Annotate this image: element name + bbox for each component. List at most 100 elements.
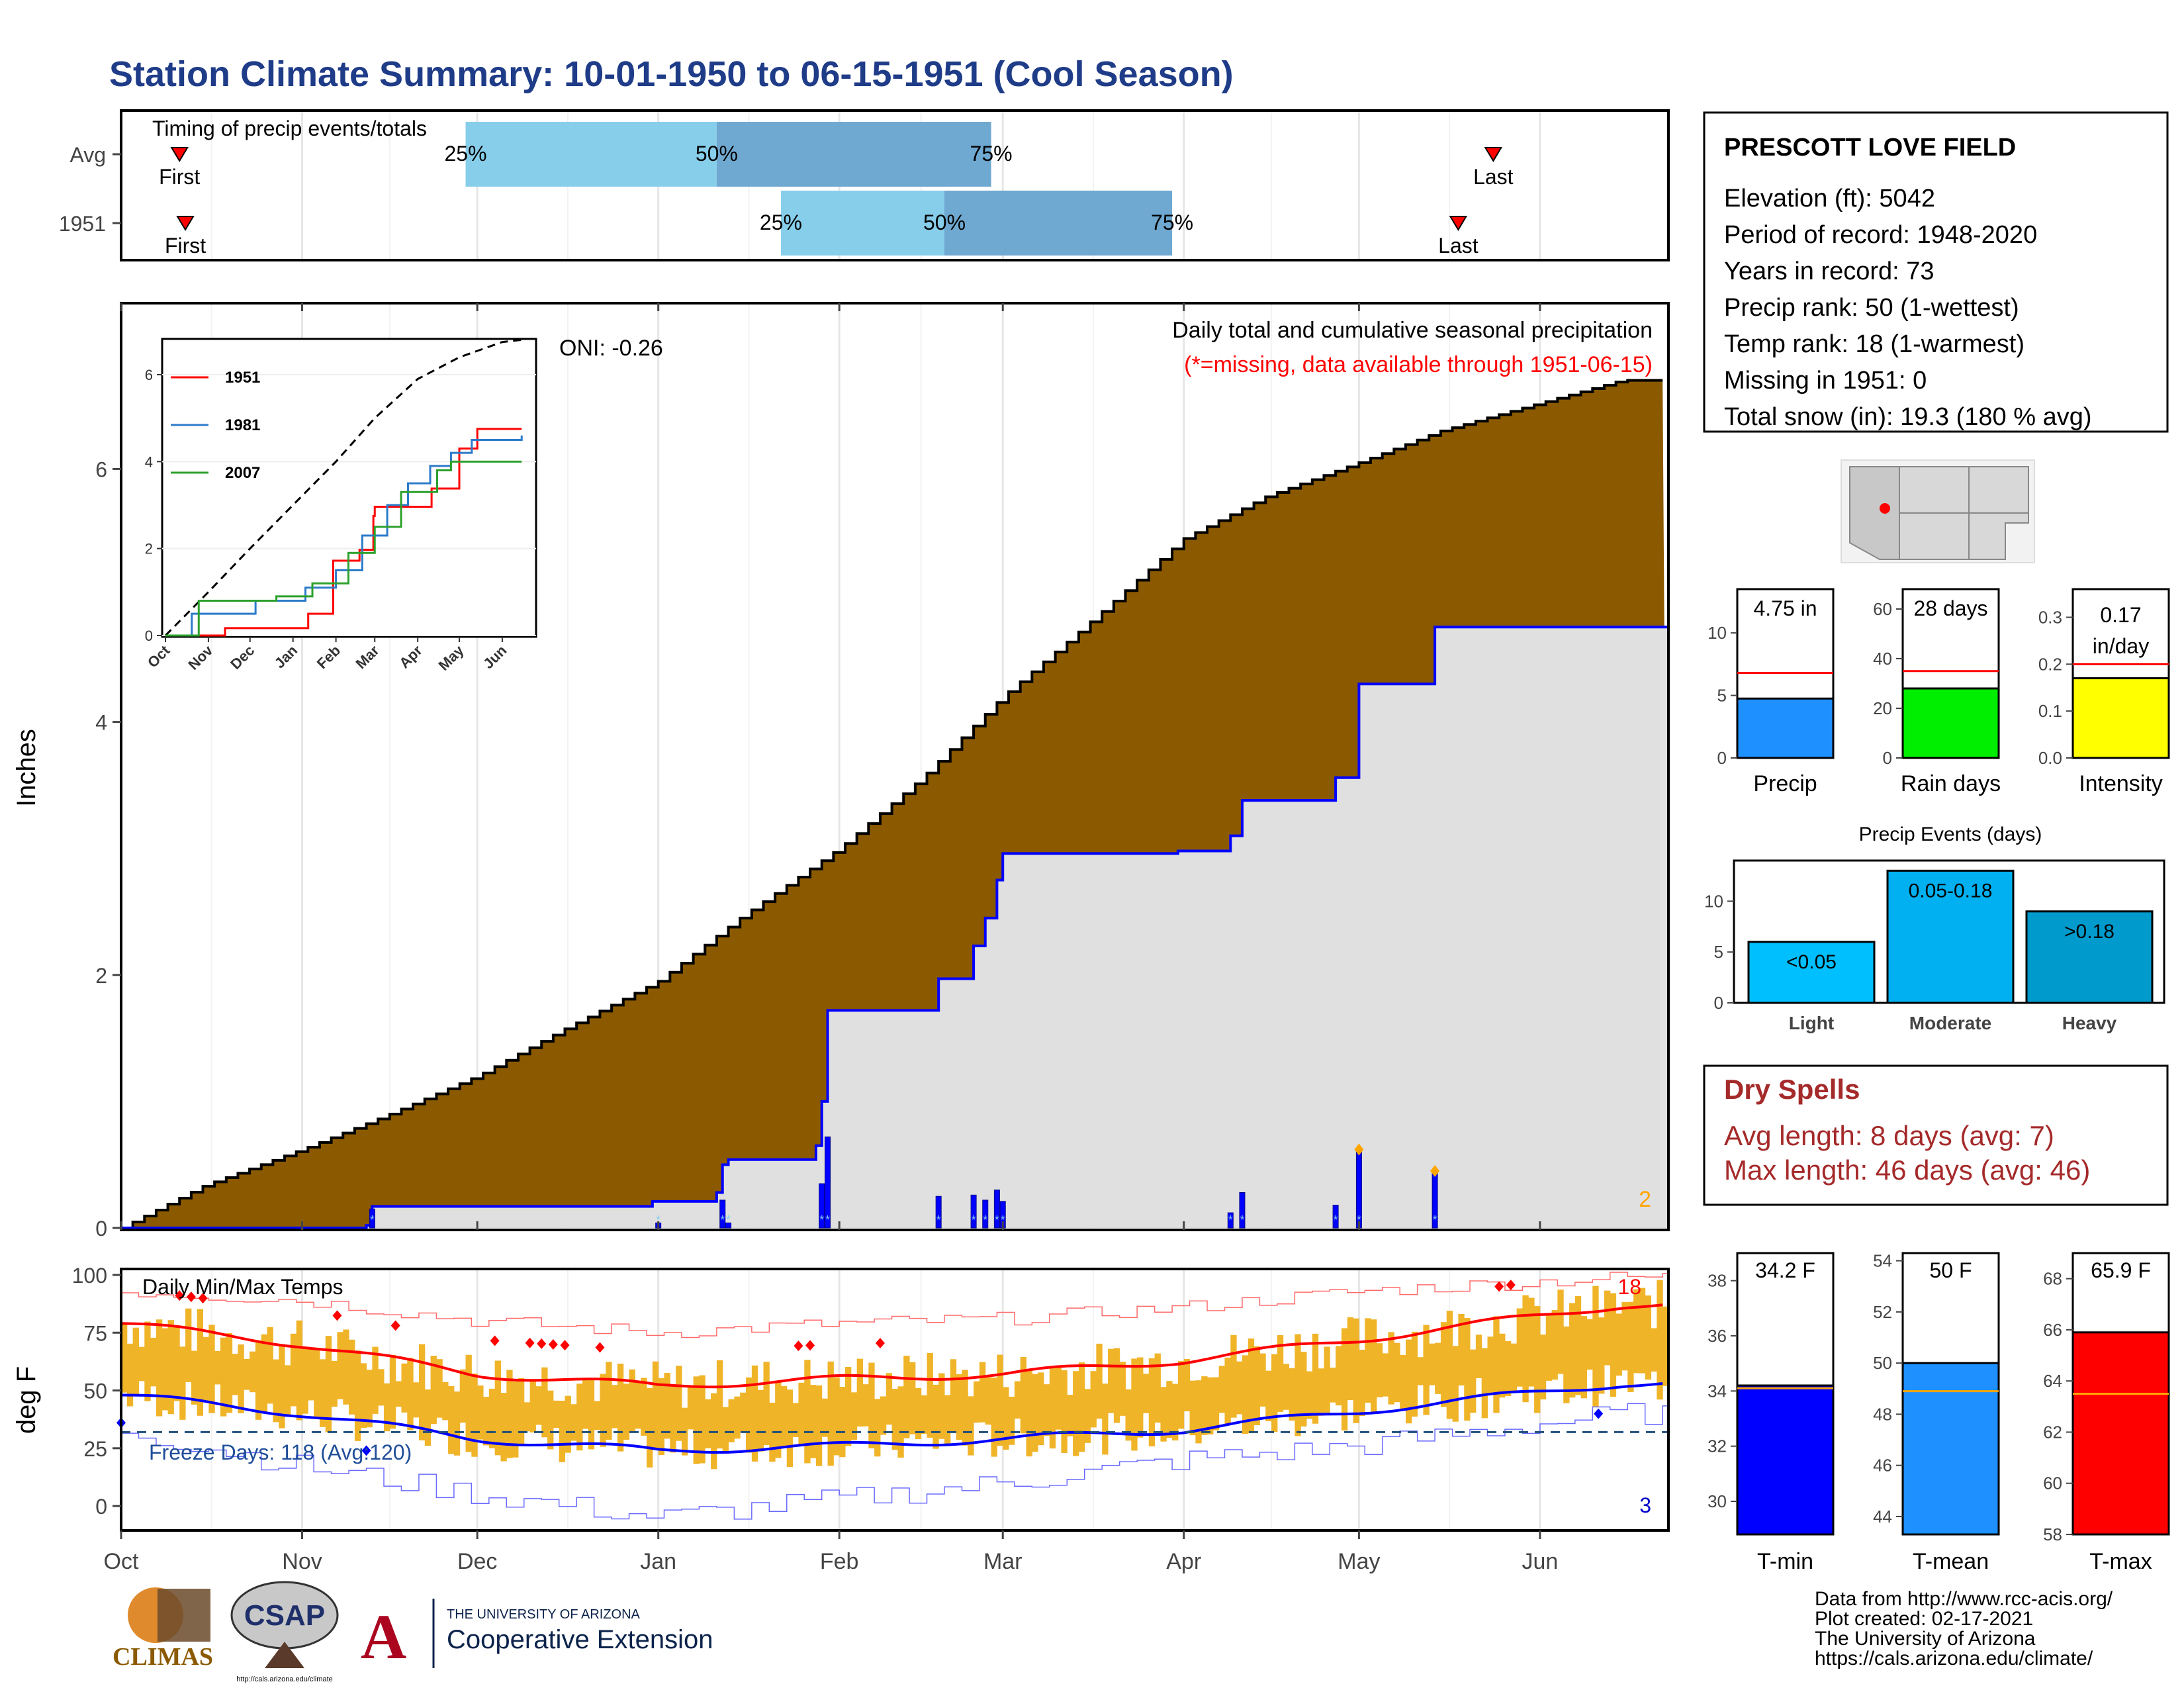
event-bar-name: Heavy <box>2062 1013 2117 1033</box>
daily-temp-bar <box>173 1326 180 1401</box>
daily-precip-star: * <box>370 1213 375 1227</box>
station-line: Temp rank: 18 (1-warmest) <box>1724 330 2025 358</box>
daily-temp-bar <box>144 1321 151 1401</box>
daily-temp-bar <box>600 1374 606 1447</box>
daily-temp-bar <box>850 1392 858 1440</box>
daily-temp-bar <box>1259 1353 1266 1407</box>
summary-bar-tick-label: 60 <box>1873 599 1892 619</box>
daily-temp-bar <box>699 1375 705 1464</box>
ua-extension-text: Cooperative Extension <box>447 1625 713 1654</box>
inset-y-tick-label: 2 <box>145 541 153 557</box>
daily-temp-bar <box>535 1386 542 1425</box>
daily-temp-bar <box>1423 1325 1430 1415</box>
daily-temp-bar <box>1651 1328 1657 1372</box>
daily-temp-bar <box>1119 1362 1126 1416</box>
daily-temp-bar <box>1160 1387 1167 1442</box>
daily-temp-bar <box>670 1385 676 1453</box>
timing-frame <box>120 109 1670 261</box>
temp-y-label: deg F <box>12 1366 41 1434</box>
daily-temp-bar <box>1615 1313 1622 1376</box>
daily-temp-bar <box>518 1378 525 1446</box>
precip-missing-note: (*=missing, data available through 1951-… <box>1184 352 1653 377</box>
daily-temp-bar <box>909 1362 916 1434</box>
daily-temp-bar <box>477 1385 484 1440</box>
first-event-label: First <box>165 234 206 258</box>
climas-emblem-square <box>158 1589 210 1642</box>
events-tick-label: 10 <box>1704 891 1723 911</box>
temp-bar-value: 34.2 F <box>1755 1258 1815 1282</box>
daily-temp-bar <box>903 1356 910 1438</box>
daily-precip-star: * <box>1240 1213 1244 1227</box>
daily-temp-bar <box>138 1346 145 1382</box>
temp-y-tick-label: 0 <box>95 1495 107 1519</box>
daily-temp-bar <box>985 1377 992 1425</box>
summary-bar <box>1736 697 1835 759</box>
daily-temp-bar <box>1359 1349 1365 1417</box>
daily-precip-bar <box>719 1199 726 1229</box>
daily-precip-star: * <box>1001 1213 1005 1227</box>
daily-temp-bar <box>325 1336 332 1432</box>
temp-y-tick-label: 75 <box>83 1321 107 1345</box>
daily-temp-bar <box>1446 1311 1453 1419</box>
station-line: Elevation (ft): 5042 <box>1724 185 1935 212</box>
inset-series-line <box>165 428 522 637</box>
daily-temp-bar <box>845 1366 852 1446</box>
daily-temp-bar <box>285 1365 291 1416</box>
daily-temp-bar <box>1504 1340 1512 1397</box>
daily-temp-bar <box>664 1372 670 1439</box>
last-event-marker <box>1484 147 1503 162</box>
daily-temp-bar <box>1201 1376 1208 1435</box>
daily-temp-bar <box>453 1391 461 1456</box>
daily-temp-bar <box>862 1384 869 1427</box>
daily-temp-bar <box>827 1361 834 1466</box>
daily-temp-bar <box>927 1352 933 1438</box>
daily-temp-bar <box>915 1388 922 1440</box>
daily-temp-bar <box>494 1360 501 1456</box>
timing-rows: Avg 25% 50% 75% First Last 1951 25% 50% 75% First L… <box>59 122 1514 258</box>
daily-temp-bar <box>541 1367 548 1438</box>
record-low-marker <box>361 1445 371 1456</box>
inset-average-line <box>164 338 522 637</box>
daily-temp-bar <box>1394 1342 1400 1403</box>
daily-temp-bar <box>1522 1295 1529 1403</box>
daily-temp-bar <box>740 1392 747 1432</box>
temp-bar-tick-label: 54 <box>1873 1251 1892 1271</box>
temp-bar-tick-label: 30 <box>1707 1491 1727 1511</box>
inset-y-tick-label: 0 <box>145 628 153 644</box>
daily-temp-bar <box>197 1309 204 1416</box>
daily-temp-bar <box>1295 1334 1301 1436</box>
daily-temp-bar <box>1365 1318 1371 1403</box>
daily-temp-bar <box>424 1389 432 1446</box>
daily-temp-bar <box>1218 1366 1225 1413</box>
daily-temp-bar <box>1499 1333 1506 1398</box>
daily-precip-star: * <box>936 1213 941 1227</box>
month-tick-label: Oct <box>104 1549 139 1574</box>
daily-temp-bar <box>1026 1370 1032 1457</box>
record-high-marker <box>537 1338 547 1349</box>
summary-bar-tick-label: 20 <box>1873 698 1892 718</box>
daily-temp-bar <box>570 1404 577 1441</box>
station-frame <box>1703 111 2169 433</box>
daily-temp-bar <box>962 1370 968 1446</box>
daily-temp-bar <box>1545 1315 1553 1381</box>
daily-temp-bar <box>1195 1380 1202 1444</box>
daily-precip-bar <box>819 1183 825 1229</box>
daily-precip-star: * <box>819 1213 824 1227</box>
temp-bar <box>1736 1384 1835 1536</box>
daily-temp-bar <box>1528 1297 1535 1387</box>
credit-line: Data from http://www.rcc-acis.org/ <box>1815 1588 2113 1610</box>
timing-p50-label: 50% <box>696 142 738 165</box>
daily-temp-bar <box>1189 1380 1196 1436</box>
daily-precip-bar <box>993 1190 1000 1229</box>
daily-temp-bar <box>1212 1377 1220 1430</box>
daily-precip-star: * <box>1357 1213 1361 1227</box>
csap-logo-text: CSAP <box>244 1599 325 1632</box>
daily-temp-bar <box>933 1384 939 1449</box>
csap-mountain <box>265 1642 304 1668</box>
daily-temp-bar <box>1131 1358 1138 1451</box>
daily-temp-bar <box>1592 1286 1599 1408</box>
temp-bar-tick-label: 60 <box>2043 1474 2062 1493</box>
daily-precip-star: * <box>656 1213 660 1227</box>
last-event-label: Last <box>1473 165 1514 189</box>
daily-temp-bar <box>500 1393 507 1462</box>
